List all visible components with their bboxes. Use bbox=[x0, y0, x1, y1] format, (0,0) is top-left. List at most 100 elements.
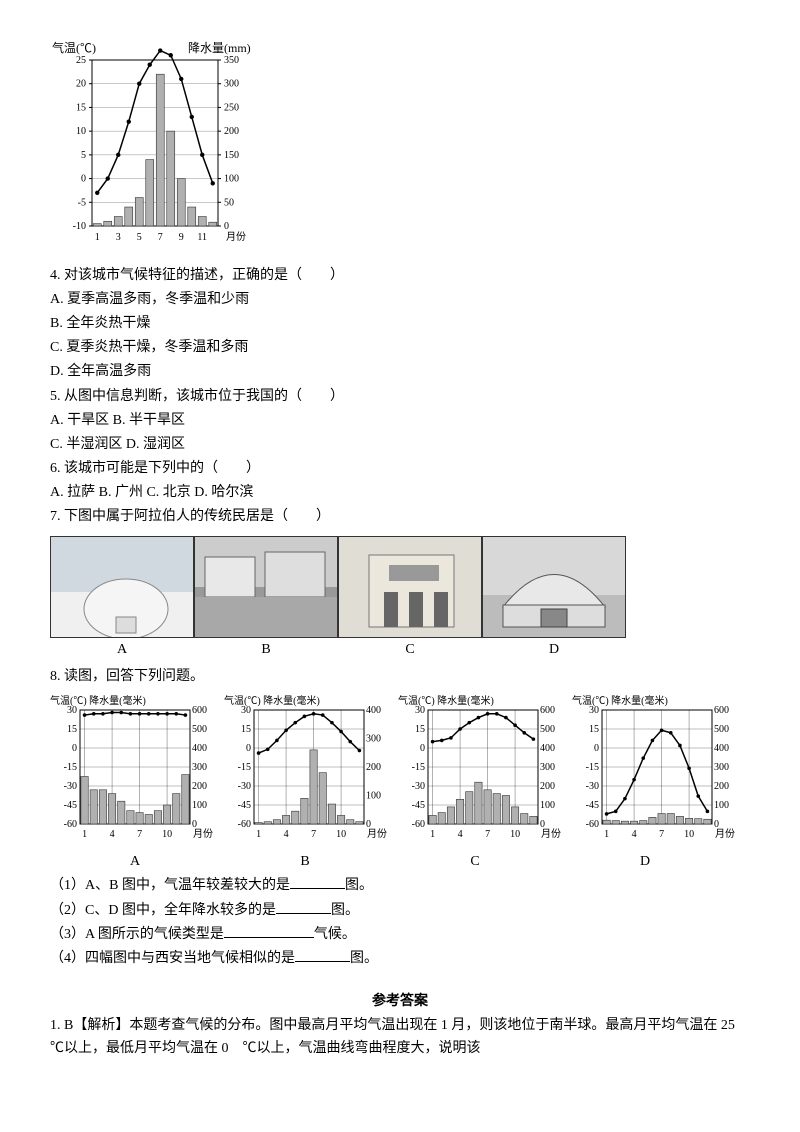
svg-text:1: 1 bbox=[604, 829, 609, 840]
svg-text:0: 0 bbox=[224, 221, 229, 232]
q8-p1-b: 图。 bbox=[345, 878, 373, 893]
q8-chart-row: 气温(℃) 降水量(毫米)-60-45-30-15015300100200300… bbox=[50, 694, 750, 844]
svg-text:500: 500 bbox=[192, 724, 207, 735]
q8-p1-a: （1）A、B 图中，气温年较差较大的是 bbox=[50, 878, 290, 893]
svg-text:-5: -5 bbox=[78, 197, 86, 208]
q8-p4-b: 图。 bbox=[350, 951, 378, 966]
q7-label-c: C bbox=[338, 638, 482, 661]
svg-text:-60: -60 bbox=[64, 819, 77, 830]
svg-text:0: 0 bbox=[81, 174, 86, 185]
q8-label-c: C bbox=[390, 850, 560, 873]
svg-text:-30: -30 bbox=[412, 781, 425, 792]
svg-text:150: 150 bbox=[224, 150, 239, 161]
svg-text:10: 10 bbox=[336, 829, 346, 840]
svg-text:400: 400 bbox=[714, 743, 729, 754]
svg-text:20: 20 bbox=[76, 79, 86, 90]
q8-p2: （2）C、D 图中，全年降水较多的是 图。 bbox=[50, 899, 750, 922]
svg-text:7: 7 bbox=[137, 829, 142, 840]
svg-text:-30: -30 bbox=[238, 781, 251, 792]
svg-text:50: 50 bbox=[224, 197, 234, 208]
svg-text:300: 300 bbox=[714, 762, 729, 773]
svg-text:1: 1 bbox=[256, 829, 261, 840]
svg-text:气温(℃) 降水量(毫米): 气温(℃) 降水量(毫米) bbox=[398, 694, 494, 707]
photo-igloo bbox=[50, 536, 194, 638]
q8-label-b: B bbox=[220, 850, 390, 873]
svg-text:100: 100 bbox=[224, 174, 239, 185]
svg-text:-45: -45 bbox=[586, 800, 599, 811]
svg-text:-10: -10 bbox=[73, 221, 86, 232]
q8-chart-b: 气温(℃) 降水量(毫米)-60-45-30-15015300100200300… bbox=[224, 694, 394, 844]
q8-labels: A B C D bbox=[50, 850, 750, 873]
svg-text:10: 10 bbox=[162, 829, 172, 840]
svg-text:降水量(mm): 降水量(mm) bbox=[188, 41, 251, 55]
svg-text:10: 10 bbox=[76, 126, 86, 137]
svg-text:10: 10 bbox=[684, 829, 694, 840]
svg-text:9: 9 bbox=[179, 232, 184, 243]
svg-text:600: 600 bbox=[714, 705, 729, 716]
svg-text:5: 5 bbox=[81, 150, 86, 161]
q8-p2-a: （2）C、D 图中，全年降水较多的是 bbox=[50, 903, 276, 918]
q8-stem: 8. 读图，回答下列问题。 bbox=[50, 665, 750, 688]
svg-text:5: 5 bbox=[137, 232, 142, 243]
q4-opt-a: A. 夏季高温多雨，冬季温和少雨 bbox=[50, 288, 750, 311]
svg-text:300: 300 bbox=[192, 762, 207, 773]
svg-text:300: 300 bbox=[366, 734, 381, 745]
svg-text:200: 200 bbox=[540, 781, 555, 792]
svg-text:30: 30 bbox=[241, 705, 251, 716]
q8-label-d: D bbox=[560, 850, 730, 873]
svg-text:月份: 月份 bbox=[367, 828, 387, 840]
svg-text:-45: -45 bbox=[64, 800, 77, 811]
svg-text:0: 0 bbox=[246, 743, 251, 754]
svg-text:1: 1 bbox=[430, 829, 435, 840]
svg-text:0: 0 bbox=[594, 743, 599, 754]
q4-opt-c: C. 夏季炎热干燥，冬季温和多雨 bbox=[50, 336, 750, 359]
svg-text:-15: -15 bbox=[64, 762, 77, 773]
q4-stem: 4. 对该城市气候特征的描述，正确的是（ ） bbox=[50, 264, 750, 287]
svg-text:30: 30 bbox=[415, 705, 425, 716]
svg-text:500: 500 bbox=[714, 724, 729, 735]
svg-text:-30: -30 bbox=[586, 781, 599, 792]
answers-title: 参考答案 bbox=[50, 990, 750, 1013]
q8-p4: （4）四幅图中与西安当地气候相似的是 图。 bbox=[50, 947, 750, 970]
svg-text:100: 100 bbox=[540, 800, 555, 811]
svg-text:4: 4 bbox=[458, 829, 463, 840]
q7-stem: 7. 下图中属于阿拉伯人的传统民居是（ ） bbox=[50, 505, 750, 528]
svg-text:4: 4 bbox=[632, 829, 637, 840]
blank bbox=[290, 874, 345, 889]
svg-text:气温(℃) 降水量(毫米): 气温(℃) 降水量(毫米) bbox=[572, 694, 668, 707]
q5-opts-1: A. 干旱区 B. 半干旱区 bbox=[50, 409, 750, 432]
q7-labels: A B C D bbox=[50, 638, 750, 661]
q8-label-a: A bbox=[50, 850, 220, 873]
svg-text:30: 30 bbox=[589, 705, 599, 716]
svg-text:300: 300 bbox=[224, 79, 239, 90]
q4-opt-b: B. 全年炎热干燥 bbox=[50, 312, 750, 335]
blank bbox=[224, 923, 314, 938]
svg-text:25: 25 bbox=[76, 55, 86, 66]
svg-text:100: 100 bbox=[192, 800, 207, 811]
svg-text:4: 4 bbox=[284, 829, 289, 840]
answer-1: 1. B【解析】本题考查气候的分布。图中最高月平均气温出现在 1 月，则该地位于… bbox=[50, 1014, 750, 1060]
svg-text:15: 15 bbox=[589, 724, 599, 735]
q8-p3: （3）A 图所示的气候类型是气候。 bbox=[50, 923, 750, 946]
svg-text:30: 30 bbox=[67, 705, 77, 716]
svg-text:7: 7 bbox=[659, 829, 664, 840]
svg-text:15: 15 bbox=[67, 724, 77, 735]
svg-text:400: 400 bbox=[192, 743, 207, 754]
svg-text:200: 200 bbox=[366, 762, 381, 773]
q6-opts: A. 拉萨 B. 广州 C. 北京 D. 哈尔滨 bbox=[50, 481, 750, 504]
blank bbox=[276, 899, 331, 914]
svg-text:-45: -45 bbox=[238, 800, 251, 811]
q4-opt-d: D. 全年高温多雨 bbox=[50, 360, 750, 383]
svg-text:月份: 月份 bbox=[715, 828, 735, 840]
svg-text:200: 200 bbox=[192, 781, 207, 792]
svg-text:月份: 月份 bbox=[541, 828, 561, 840]
q8-p2-b: 图。 bbox=[331, 903, 359, 918]
svg-text:10: 10 bbox=[510, 829, 520, 840]
svg-text:7: 7 bbox=[485, 829, 490, 840]
svg-text:15: 15 bbox=[415, 724, 425, 735]
svg-text:气温(℃) 降水量(毫米): 气温(℃) 降水量(毫米) bbox=[50, 694, 146, 707]
svg-text:0: 0 bbox=[72, 743, 77, 754]
svg-text:气温(℃) 降水量(毫米): 气温(℃) 降水量(毫米) bbox=[224, 694, 320, 707]
q8-p4-a: （4）四幅图中与西安当地气候相似的是 bbox=[50, 951, 295, 966]
svg-text:-60: -60 bbox=[586, 819, 599, 830]
